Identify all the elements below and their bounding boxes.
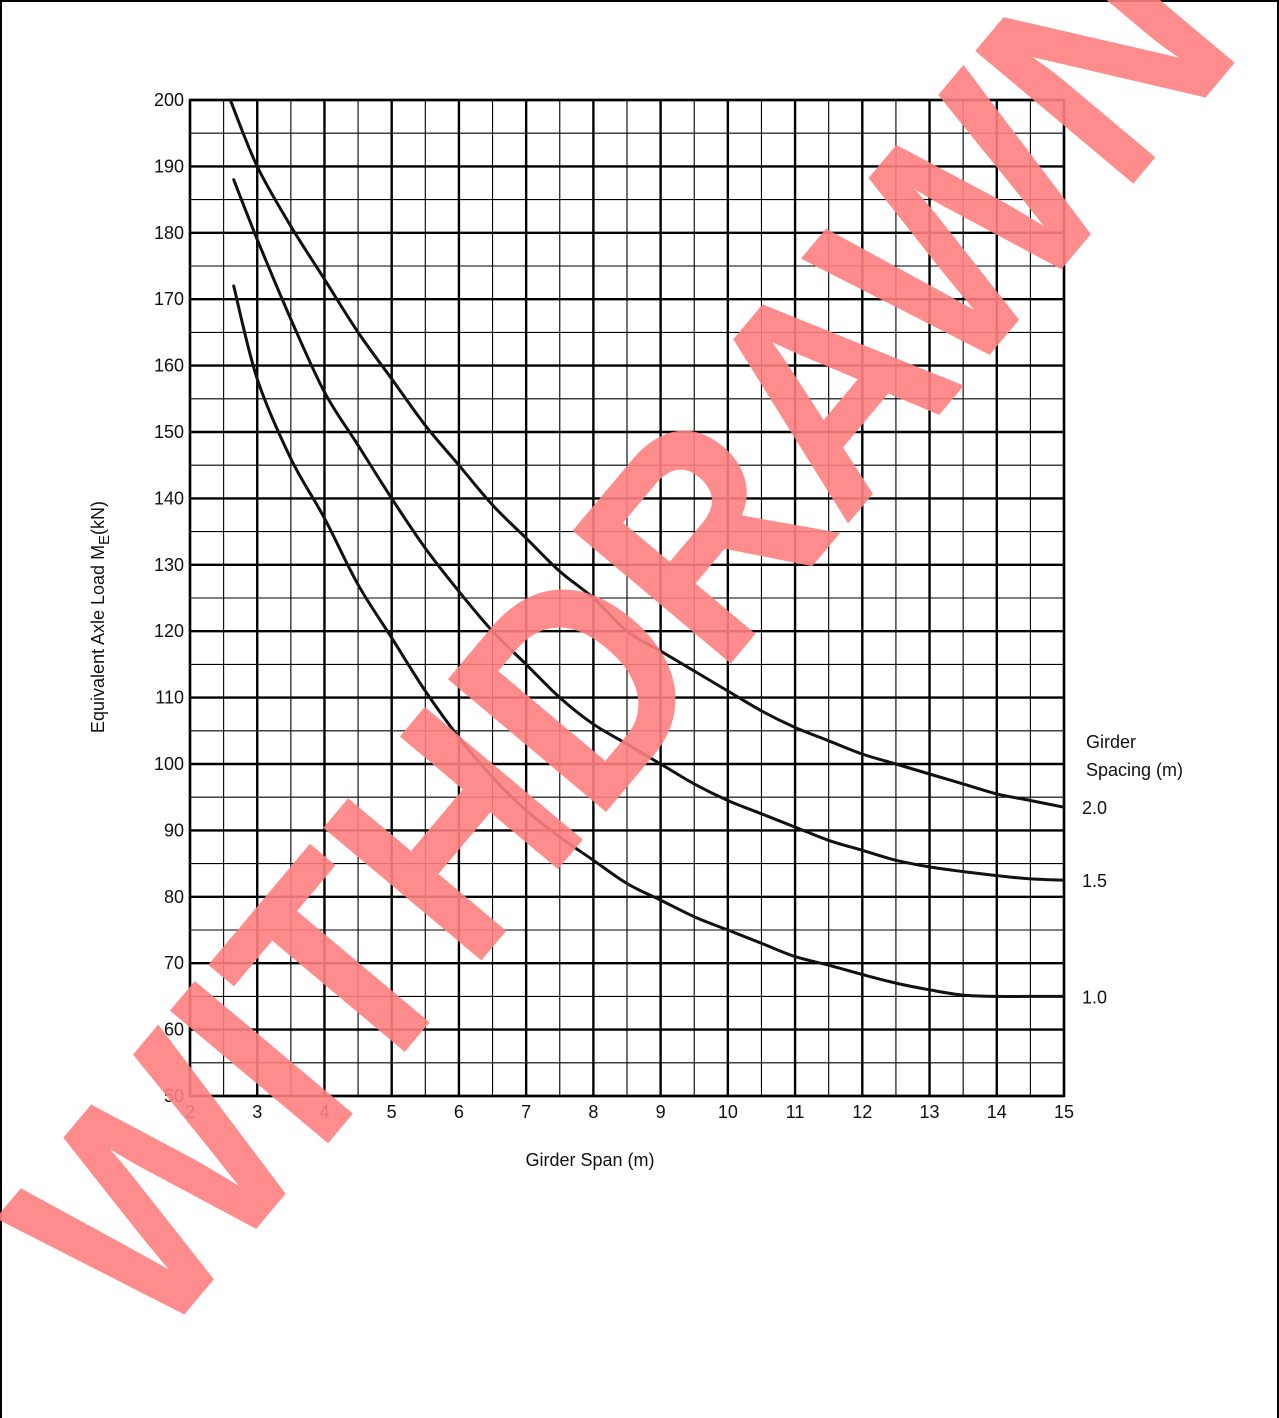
x-tick-label: 6 xyxy=(454,1102,464,1122)
y-tick-label: 50 xyxy=(164,1086,184,1106)
x-axis-title: Girder Span (m) xyxy=(525,1150,654,1170)
y-tick-label: 140 xyxy=(154,488,184,508)
y-tick-label: 60 xyxy=(164,1020,184,1040)
legend-title-line2: Spacing (m) xyxy=(1086,760,1183,780)
x-tick-label: 13 xyxy=(920,1102,940,1122)
y-tick-label: 100 xyxy=(154,754,184,774)
x-tick-label: 9 xyxy=(656,1102,666,1122)
y-tick-label: 160 xyxy=(154,356,184,376)
y-tick-label: 200 xyxy=(154,90,184,110)
y-tick-label: 190 xyxy=(154,156,184,176)
x-tick-label: 5 xyxy=(387,1102,397,1122)
y-tick-label: 180 xyxy=(154,223,184,243)
y-tick-label: 120 xyxy=(154,621,184,641)
y-axis-title: Equivalent Axle Load ME(kN) xyxy=(88,501,113,733)
y-tick-label: 70 xyxy=(164,953,184,973)
x-tick-label: 15 xyxy=(1054,1102,1074,1122)
x-tick-label: 10 xyxy=(718,1102,738,1122)
x-tick-label: 12 xyxy=(852,1102,872,1122)
chart-grid xyxy=(188,98,1066,1098)
series-label: 1.5 xyxy=(1082,871,1107,891)
y-axis-title-subscript: E xyxy=(96,535,113,545)
series-line xyxy=(232,178,1066,882)
x-tick-label: 7 xyxy=(521,1102,531,1122)
x-tick-label: 2 xyxy=(185,1102,195,1122)
legend-title-line1: Girder xyxy=(1086,732,1136,752)
y-tick-label: 170 xyxy=(154,289,184,309)
chart-series xyxy=(228,98,1066,998)
y-axis-title-unit: (kN) xyxy=(88,501,108,535)
x-tick-label: 4 xyxy=(319,1102,329,1122)
series-label: 2.0 xyxy=(1082,798,1107,818)
x-tick-label: 8 xyxy=(588,1102,598,1122)
y-tick-label: 110 xyxy=(155,688,184,708)
series-labels: 2.0 1.5 1.0 xyxy=(1082,798,1107,1007)
x-tick-label: 3 xyxy=(252,1102,262,1122)
chart-ticks: 2 3 4 5 6 7 8 9 10 11 12 13 14 15 50 60 70 80 90 100 110 120 1… xyxy=(154,90,1074,1122)
y-axis-title-main: Equivalent Axle Load M xyxy=(88,545,108,733)
plot-border xyxy=(188,98,1066,1098)
y-tick-label: 130 xyxy=(154,555,184,575)
x-tick-label: 14 xyxy=(987,1102,1007,1122)
series-line xyxy=(232,284,1066,998)
y-tick-label: 90 xyxy=(164,820,184,840)
series-label: 1.0 xyxy=(1082,987,1107,1007)
y-tick-label: 80 xyxy=(164,887,184,907)
y-tick-label: 150 xyxy=(154,422,184,442)
x-tick-label: 11 xyxy=(786,1102,805,1122)
series-line xyxy=(228,98,1066,809)
